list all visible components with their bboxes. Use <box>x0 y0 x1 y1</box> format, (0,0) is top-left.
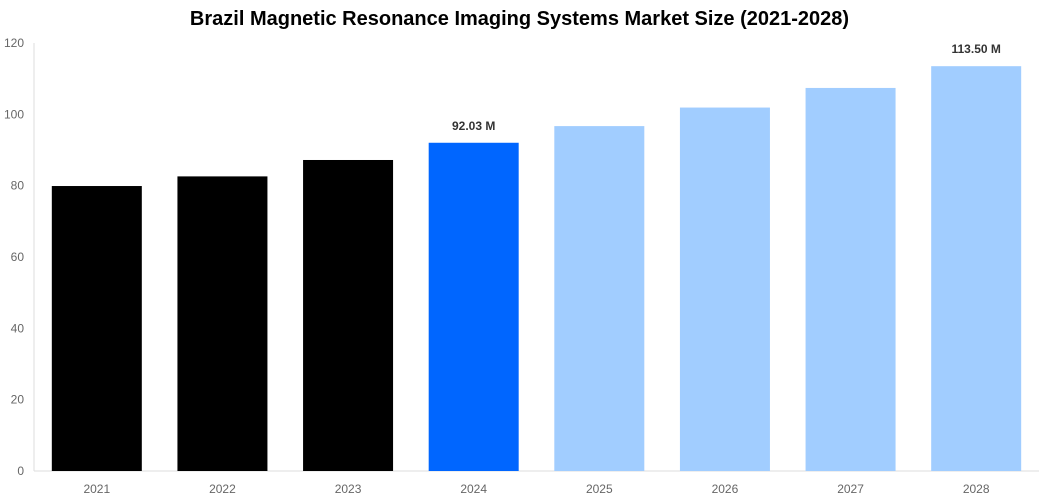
x-tick-label: 2027 <box>837 482 864 496</box>
bar-2027 <box>805 87 896 471</box>
x-tick-label: 2023 <box>335 482 362 496</box>
x-tick-label: 2026 <box>712 482 739 496</box>
y-tick-label: 0 <box>17 464 24 478</box>
y-tick-label: 100 <box>4 107 24 121</box>
bar-2025 <box>554 126 645 471</box>
x-tick-label: 2024 <box>460 482 487 496</box>
y-tick-label: 60 <box>11 250 25 264</box>
bar-2024 <box>428 142 519 471</box>
data-label-2024: 92.03 M <box>452 119 495 133</box>
x-tick-label: 2025 <box>586 482 613 496</box>
x-tick-label: 2021 <box>83 482 110 496</box>
y-tick-label: 40 <box>11 321 25 335</box>
y-tick-label: 20 <box>11 393 25 407</box>
data-label-2028: 113.50 M <box>952 42 1001 56</box>
y-tick-label: 80 <box>11 179 25 193</box>
bar-2022 <box>177 176 268 472</box>
bar-2021 <box>51 186 142 472</box>
bar-2028 <box>931 66 1022 471</box>
bar-2026 <box>679 107 770 471</box>
chart-title: Brazil Magnetic Resonance Imaging System… <box>189 8 850 30</box>
y-tick-label: 120 <box>4 36 24 50</box>
x-tick-label: 2028 <box>963 482 990 496</box>
x-tick-label: 2022 <box>209 482 236 496</box>
bar-2023 <box>303 159 394 471</box>
